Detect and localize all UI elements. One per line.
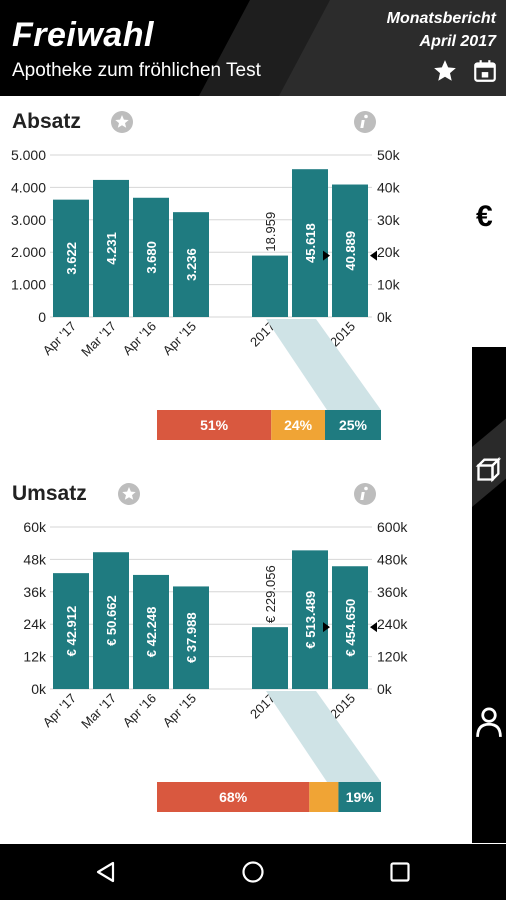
y-tick-label-right: 20k (377, 244, 401, 260)
y-tick-label-right: 50k (377, 147, 401, 163)
bar-value-label: 45.618 (303, 223, 318, 263)
bar-value-label: € 42.248 (144, 607, 159, 658)
share-connector (266, 319, 381, 410)
app-header: Freiwahl Apotheke zum fröhlichen Test Mo… (0, 0, 506, 96)
bar-value-label: 3.622 (64, 242, 79, 275)
side-panel (472, 347, 506, 843)
section-title-umsatz: Umsatz (12, 482, 87, 505)
y-tick-label-left: 2.000 (11, 244, 46, 260)
bar-value-label: 4.231 (104, 232, 119, 265)
recents-icon[interactable] (388, 860, 412, 884)
bar-value-label: € 229.056 (263, 565, 278, 623)
bar (292, 550, 328, 689)
x-tick-label: Mar '17 (78, 691, 119, 732)
y-tick-label-left: 24k (23, 616, 47, 632)
currency-toggle[interactable]: € (476, 200, 493, 233)
bar (332, 184, 368, 317)
absatz-chart: 0 1.000 2.000 3.000 4.000 5.000 0k 10k 20k 30k 40k… (11, 147, 401, 440)
share-segment (338, 782, 381, 812)
y-tick-label-left: 60k (23, 519, 47, 535)
comparison-marker (370, 250, 377, 261)
comparison-marker (323, 250, 330, 261)
info-icon[interactable] (353, 110, 377, 134)
side-stripe (472, 379, 506, 507)
x-tick-label: Apr '15 (160, 691, 199, 730)
bar (133, 197, 169, 317)
x-tick-label: Mar '17 (78, 319, 119, 360)
bar (93, 552, 129, 689)
x-tick-label: Apr '16 (120, 691, 159, 730)
system-nav-bar (0, 844, 506, 900)
bar (93, 179, 129, 317)
info-icon[interactable] (353, 482, 377, 506)
x-tick-label: Apr '16 (120, 319, 159, 358)
section-title-absatz: Absatz (12, 110, 81, 133)
share-label: 19% (346, 789, 375, 805)
y-tick-label-right: 240k (377, 616, 408, 632)
share-connector (266, 691, 381, 782)
bar-value-label: € 37.988 (184, 612, 199, 663)
y-tick-label-left: 5.000 (11, 147, 46, 163)
bar-value-label: € 454.650 (343, 599, 358, 657)
bar (133, 574, 169, 689)
person-icon[interactable] (475, 706, 503, 738)
bar (292, 169, 328, 317)
y-tick-label-left: 12k (23, 649, 47, 665)
bar-value-label: 18.959 (263, 212, 278, 252)
bar-value-label: € 42.912 (64, 606, 79, 657)
bar (53, 573, 89, 689)
umsatz-chart: 0k 12k 24k 36k 48k 60k 0k 120k 240k 360k 480k 600k €… (23, 519, 408, 812)
bar-value-label: 3.680 (144, 241, 159, 274)
bar-value-label: 40.889 (343, 231, 358, 271)
y-tick-label-left: 1.000 (11, 277, 46, 293)
share-label: 24% (284, 417, 313, 433)
y-tick-label-right: 360k (377, 584, 408, 600)
y-tick-label-right: 10k (377, 277, 401, 293)
y-tick-label-right: 30k (377, 212, 401, 228)
star-icon[interactable] (432, 58, 458, 84)
comparison-marker (323, 622, 330, 633)
favorite-star-icon[interactable] (117, 482, 141, 506)
bar (252, 627, 288, 689)
report-date[interactable]: April 2017 (419, 33, 496, 50)
back-icon[interactable] (94, 860, 118, 884)
bar (332, 566, 368, 689)
share-label: 51% (200, 417, 229, 433)
report-label: Monatsbericht (386, 10, 496, 27)
share-segment (157, 782, 310, 812)
y-tick-label-right: 600k (377, 519, 408, 535)
y-tick-label-right: 40k (377, 179, 401, 195)
home-icon[interactable] (241, 860, 265, 884)
y-tick-label-left: 48k (23, 551, 47, 567)
share-segment (271, 410, 325, 440)
share-label: 25% (339, 417, 368, 433)
y-tick-label-left: 3.000 (11, 212, 46, 228)
y-tick-label-right: 0k (377, 309, 393, 325)
bar-value-label: 3.236 (184, 248, 199, 281)
x-tick-label: Apr '15 (160, 319, 199, 358)
y-tick-label-left: 36k (23, 584, 47, 600)
y-tick-label-left: 0 (38, 309, 46, 325)
bar-value-label: € 513.489 (303, 591, 318, 649)
bar (252, 255, 288, 317)
y-tick-label-right: 120k (377, 649, 408, 665)
share-segment (325, 410, 381, 440)
app-subtitle: Apotheke zum fröhlichen Test (12, 60, 261, 81)
favorite-star-icon[interactable] (110, 110, 134, 134)
bar (173, 586, 209, 689)
app-title: Freiwahl (12, 16, 154, 54)
calendar-icon[interactable] (472, 58, 498, 84)
bar (173, 212, 209, 317)
share-segment (309, 782, 339, 812)
comparison-marker (370, 622, 377, 633)
y-tick-label-left: 0k (31, 681, 47, 697)
bar (53, 199, 89, 317)
y-tick-label-right: 0k (377, 681, 393, 697)
y-tick-label-left: 4.000 (11, 179, 46, 195)
bar-value-label: € 50.662 (104, 595, 119, 646)
y-tick-label-right: 480k (377, 551, 408, 567)
share-segment (157, 410, 272, 440)
box-icon[interactable] (475, 455, 503, 483)
share-label: 68% (219, 789, 248, 805)
